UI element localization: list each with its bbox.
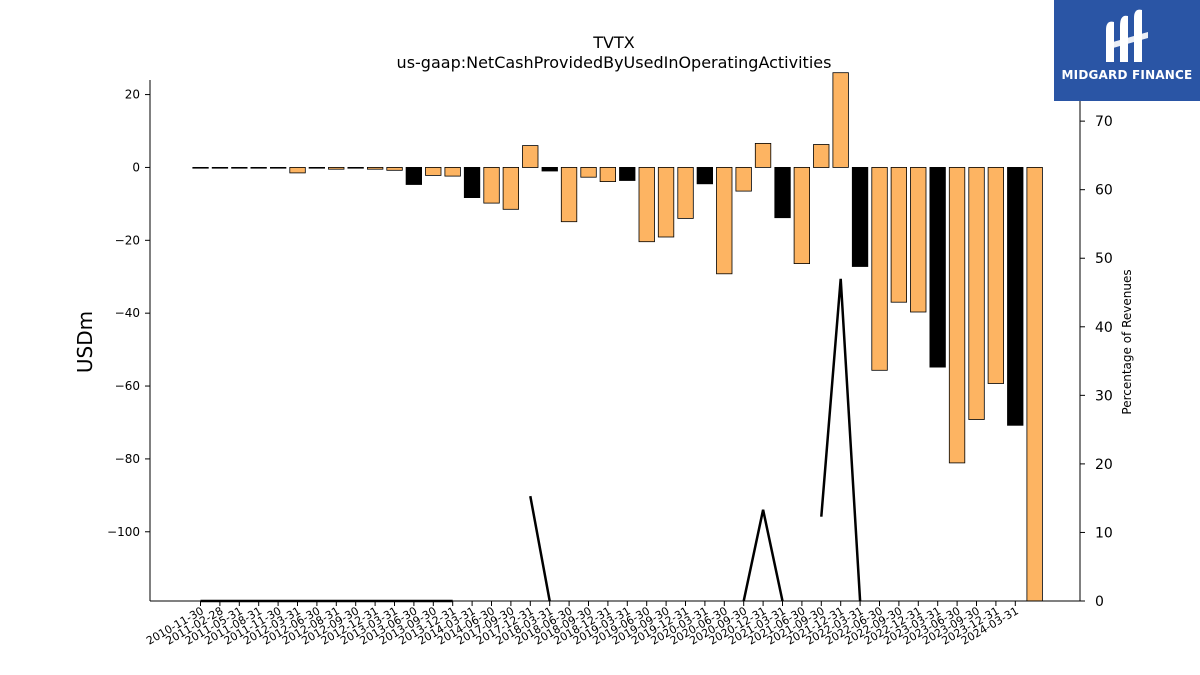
bar: [231, 166, 248, 169]
y-tick-label: −100: [107, 525, 140, 539]
bar: [1007, 166, 1024, 426]
bar: [832, 72, 849, 168]
brand-logo: MIDGARD FINANCE: [1054, 0, 1200, 101]
bar: [793, 166, 810, 264]
bar: [328, 166, 345, 170]
y-right-tick-label: 60: [1095, 183, 1113, 199]
bar: [696, 166, 713, 185]
y-tick-label: −80: [115, 452, 140, 466]
y-axis-right-label: Percentage of Revenues: [1120, 269, 1134, 414]
bar: [1026, 166, 1043, 602]
y-right-tick-label: 30: [1095, 388, 1113, 404]
bar: [716, 166, 733, 275]
y-right-tick-label: 40: [1095, 320, 1113, 336]
bar: [968, 166, 985, 420]
bar: [289, 166, 306, 174]
bar: [987, 166, 1004, 384]
chart-title: TVTX: [592, 33, 634, 52]
bar: [910, 166, 927, 313]
y-right-tick-label: 50: [1095, 251, 1113, 267]
bar: [638, 166, 655, 243]
y-right-tick-label: 20: [1095, 457, 1113, 473]
bar: [483, 166, 500, 204]
y-tick-label: −40: [115, 306, 140, 320]
bar: [851, 166, 869, 267]
bar: [774, 166, 791, 219]
y-right-tick-label: 10: [1095, 525, 1113, 541]
bar: [347, 166, 364, 169]
bar: [444, 166, 461, 177]
axes-layer: 200−20−40−60−80−1007060504030201002010-1…: [107, 80, 1113, 648]
bar: [405, 166, 423, 185]
bar: [619, 166, 636, 181]
bar: [463, 166, 481, 198]
bar: [425, 166, 442, 176]
bar: [580, 166, 597, 178]
bar: [599, 166, 616, 182]
y-axis-label: USDm: [73, 311, 97, 373]
brand-name: MIDGARD FINANCE: [1061, 68, 1193, 82]
y-tick-label: 0: [132, 160, 140, 174]
bar: [386, 166, 403, 171]
bar: [890, 166, 907, 303]
bar: [522, 145, 539, 168]
y-tick-label: −60: [115, 379, 140, 393]
bar: [250, 166, 267, 169]
bar: [813, 144, 830, 168]
bar: [308, 166, 326, 169]
bar: [754, 142, 772, 168]
bar: [269, 166, 287, 169]
bar: [192, 166, 209, 169]
y-right-tick-label: 0: [1095, 594, 1104, 610]
bar: [871, 166, 888, 371]
midgard-m-logo-icon: [1106, 9, 1148, 62]
bar: [560, 166, 578, 223]
y-tick-label: −20: [115, 233, 140, 247]
chart-subtitle: us-gaap:NetCashProvidedByUsedInOperating…: [397, 53, 832, 72]
y-tick-label: 20: [125, 88, 140, 102]
bars-layer: [192, 72, 1043, 602]
bar: [677, 166, 694, 219]
line-layer: [200, 278, 862, 603]
bar: [502, 166, 520, 210]
bar: [929, 166, 946, 368]
bar: [211, 166, 229, 169]
bar: [657, 166, 675, 238]
bar: [541, 166, 558, 172]
revenue-percentage-line: [200, 278, 862, 603]
bar: [735, 166, 752, 192]
bar: [366, 166, 384, 170]
bar: [948, 166, 966, 464]
y-right-tick-label: 70: [1095, 114, 1113, 130]
